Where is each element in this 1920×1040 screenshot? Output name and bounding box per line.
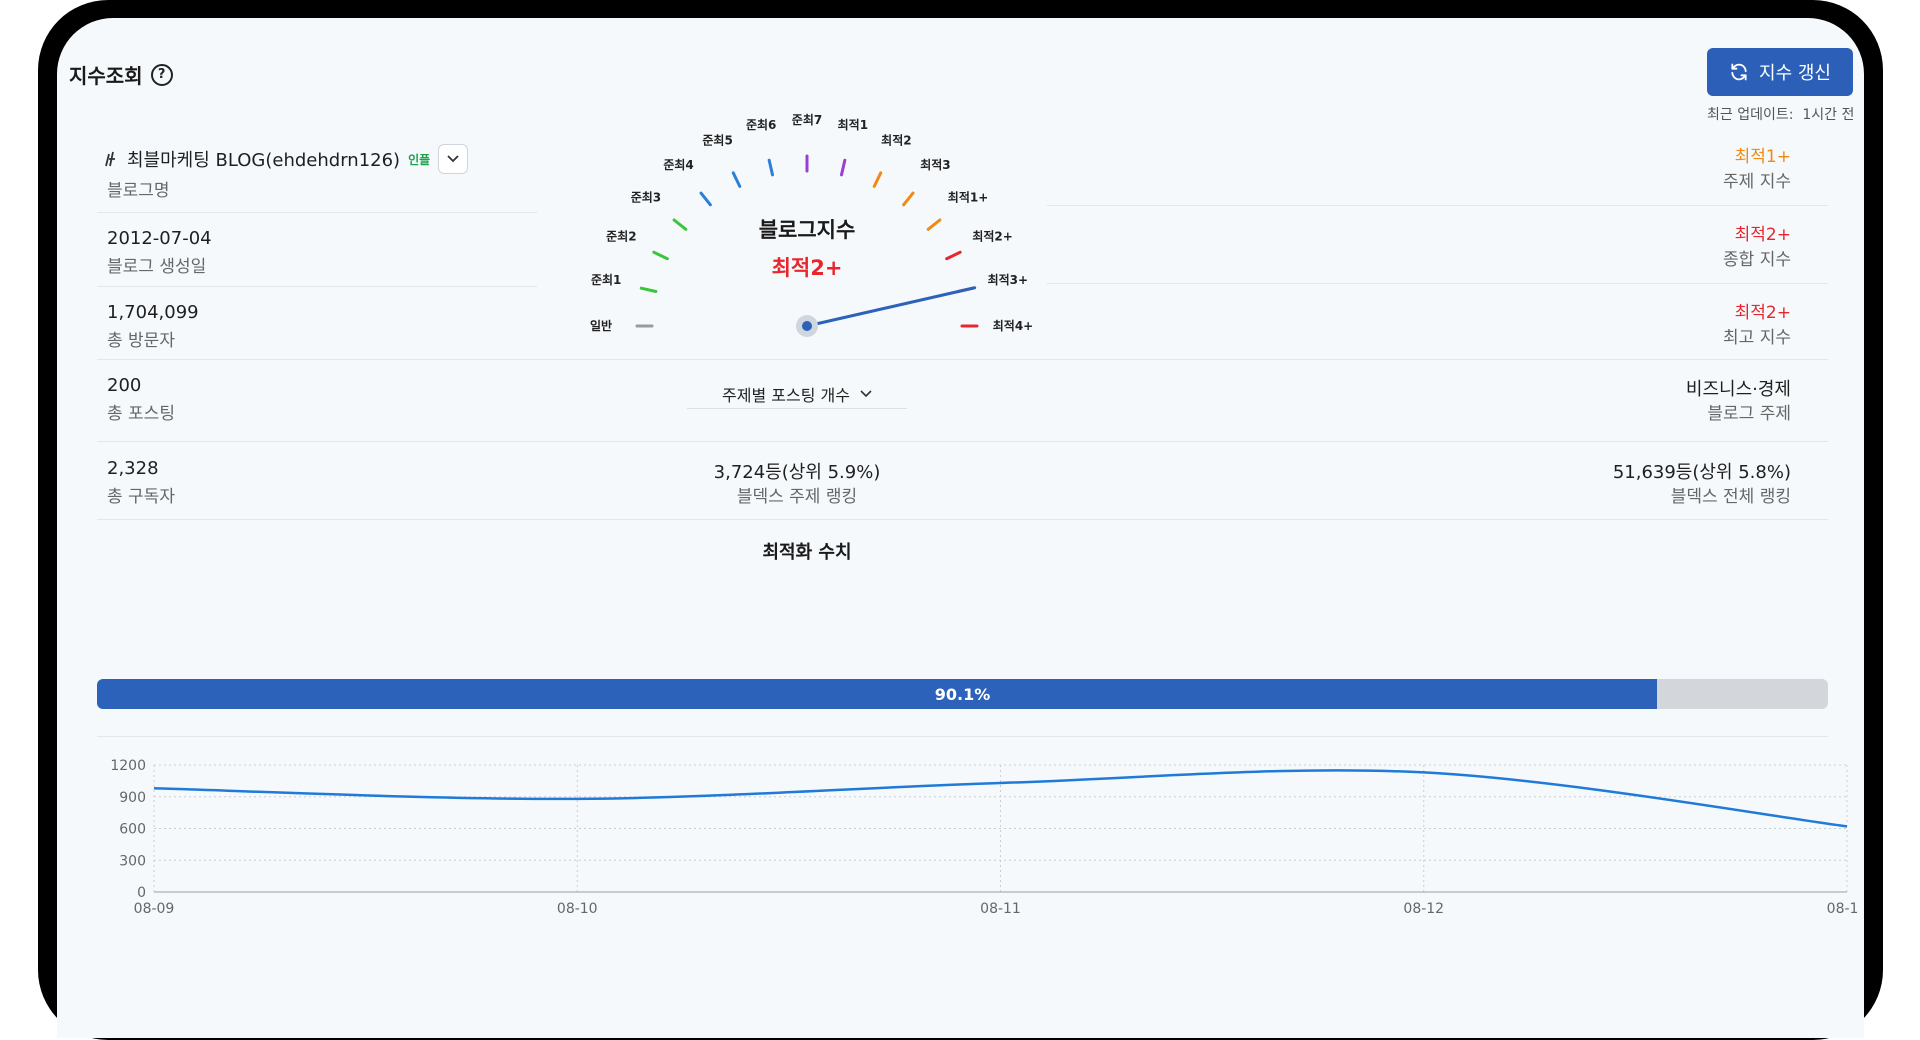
optimization-title: 최적화 수치 xyxy=(762,542,852,563)
app-screen: 지수조회 ? 지수 갱신 최근 업데이트: 1시간 전 최블마케팅 BLOG(e… xyxy=(57,18,1864,1038)
divider xyxy=(1047,283,1828,284)
topic-rank-label: 블덱스 주제 랭킹 xyxy=(736,487,858,507)
gauge-level-label: 준최7 xyxy=(792,112,822,127)
y-tick-label: 300 xyxy=(119,853,146,869)
total-subscribers-label: 총 구독자 xyxy=(107,487,175,507)
updated-value: 1시간 전 xyxy=(1802,107,1855,123)
gauge-tick xyxy=(839,158,847,177)
chevron-down-icon xyxy=(860,390,872,398)
blog-logo-icon xyxy=(105,151,115,167)
total-visitors-label: 총 방문자 xyxy=(107,331,175,351)
gauge-level-label: 최적3+ xyxy=(988,272,1029,287)
gauge-level-label: 준최4 xyxy=(663,157,693,172)
max-index-value: 최적2+ xyxy=(1734,303,1791,323)
total-subscribers-value: 2,328 xyxy=(107,458,159,479)
divider xyxy=(97,736,1828,737)
blog-created-label: 블로그 생성일 xyxy=(107,257,207,277)
gauge-tick xyxy=(872,171,883,188)
gauge-tick xyxy=(767,158,775,177)
blog-name-row: 최블마케팅 BLOG(ehdehdrn126) 인플 xyxy=(103,144,469,174)
gauge-level-label: 최적3 xyxy=(920,157,950,172)
blog-select-dropdown[interactable] xyxy=(438,144,469,174)
blog-category-value: 비즈니스·경제 xyxy=(1685,379,1791,400)
total-index-value: 최적2+ xyxy=(1734,225,1791,245)
max-index-label: 최고 지수 xyxy=(1723,328,1791,348)
blog-name[interactable]: 최블마케팅 BLOG(ehdehdrn126) xyxy=(127,150,401,171)
divider xyxy=(97,359,1828,360)
page-title: 지수조회 xyxy=(69,64,143,88)
x-tick-label: 08-09 xyxy=(134,901,175,917)
divider xyxy=(97,519,1828,520)
gauge-level-label: 준최2 xyxy=(606,229,636,244)
optimization-progress-fill xyxy=(97,679,1657,709)
updated-prefix: 최근 업데이트: xyxy=(1707,107,1794,123)
gauge-tick xyxy=(902,191,915,207)
gauge-level-label: 최적1+ xyxy=(948,190,989,205)
total-posts-value: 200 xyxy=(107,375,142,396)
last-updated: 최근 업데이트: 1시간 전 xyxy=(1707,104,1855,124)
total-index-label: 종합 지수 xyxy=(1723,250,1791,270)
x-tick-label: 08-13 xyxy=(1827,901,1857,917)
gauge-tick xyxy=(945,250,962,261)
influencer-badge: 인플 xyxy=(408,152,431,167)
total-visitors-value: 1,704,099 xyxy=(107,302,199,323)
optimization-percent: 90.1% xyxy=(934,684,991,704)
gauge-level-label: 준최6 xyxy=(746,117,776,132)
gauge-needle xyxy=(805,286,977,328)
all-rank-value: 51,639등(상위 5.8%) xyxy=(1612,462,1791,483)
gauge-level-label: 최적2 xyxy=(881,132,911,147)
gauge-level-label: 최적1 xyxy=(838,117,868,132)
x-tick-label: 08-12 xyxy=(1403,901,1444,917)
gauge-title: 블로그지수 xyxy=(758,218,856,242)
blog-created-value: 2012-07-04 xyxy=(107,228,212,249)
blog-index-gauge: 일반 준최1 준최2 준최3 준최4 준최5 준최6 준최7 최적1 최적2 최적3 최적1+ 최적2+… xyxy=(590,112,1034,337)
blog-category-label: 블로그 주제 xyxy=(1707,404,1791,424)
topic-rank-value: 3,724등(상위 5.9%) xyxy=(713,462,881,483)
divider xyxy=(97,286,537,287)
x-tick-label: 08-10 xyxy=(557,901,598,917)
y-tick-label: 1200 xyxy=(110,758,146,774)
gauge-tick xyxy=(699,191,712,207)
gauge-level-label: 일반 xyxy=(590,318,612,333)
optimization-progress-bar: 90.1% xyxy=(97,679,1828,709)
y-tick-label: 900 xyxy=(119,790,146,806)
gauge-tick xyxy=(672,218,688,231)
gauge-level-label: 최적4+ xyxy=(993,318,1034,333)
page-header: 지수조회 ? xyxy=(69,60,173,89)
divider xyxy=(1047,205,1828,206)
gauge-tick xyxy=(926,218,942,231)
gauge-level-label: 준최3 xyxy=(631,190,661,205)
gauge-level-label: 준최1 xyxy=(591,272,621,287)
gauge-level-label: 최적2+ xyxy=(972,229,1013,244)
gauge-value: 최적2+ xyxy=(771,256,843,280)
blog-name-label: 블로그명 xyxy=(107,181,170,201)
all-rank-label: 블덱스 전체 랭킹 xyxy=(1670,487,1791,507)
visitor-trend-chart: 0 300 600 900 1200 08-09 08-10 08-11 08-12 08-13 xyxy=(110,758,1857,917)
divider xyxy=(97,441,1828,442)
gauge-hub-center xyxy=(802,321,812,331)
series-line xyxy=(153,769,1848,828)
refresh-icon xyxy=(1731,63,1747,81)
gauge-tick xyxy=(731,171,742,188)
posting-count-dropdown[interactable]: 주제별 포스팅 개수 xyxy=(687,380,907,409)
topic-index-label: 주제 지수 xyxy=(1723,172,1791,192)
gauge-tick xyxy=(639,286,658,294)
x-tick-label: 08-11 xyxy=(980,901,1021,917)
topic-index-value: 최적1+ xyxy=(1734,147,1791,167)
chevron-down-icon xyxy=(447,155,459,163)
help-icon[interactable]: ? xyxy=(150,63,173,86)
y-tick-label: 0 xyxy=(137,885,146,901)
gauge-tick xyxy=(652,250,669,261)
gauge-level-label: 준최5 xyxy=(702,132,732,147)
refresh-label: 지수 갱신 xyxy=(1759,63,1831,84)
total-posts-label: 총 포스팅 xyxy=(107,404,175,424)
posting-dropdown-label: 주제별 포스팅 개수 xyxy=(722,386,850,405)
divider xyxy=(97,212,537,213)
refresh-index-button[interactable]: 지수 갱신 xyxy=(1707,48,1853,96)
y-tick-label: 600 xyxy=(119,822,146,838)
